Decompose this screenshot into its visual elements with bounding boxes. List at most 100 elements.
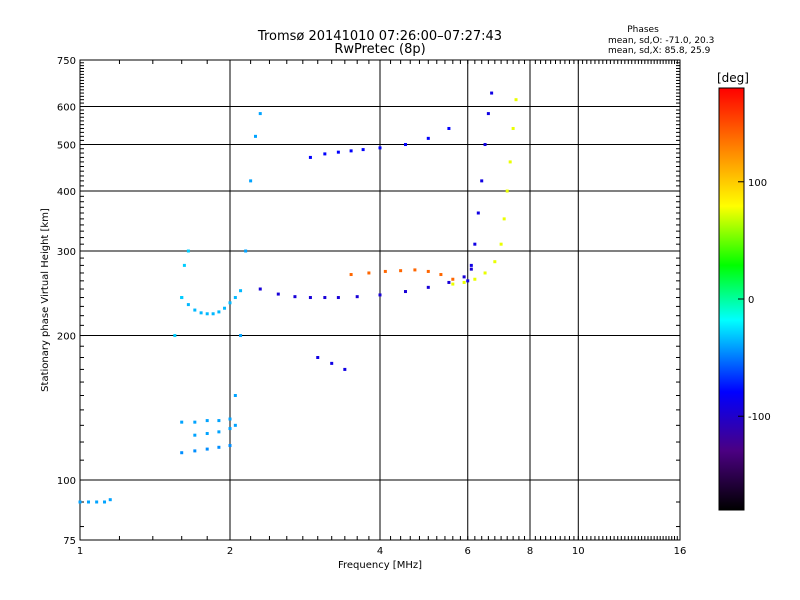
y-tick-label: 600 <box>57 103 76 114</box>
data-point <box>480 179 484 183</box>
data-point <box>86 500 90 504</box>
data-point <box>228 417 232 421</box>
data-point <box>378 293 382 297</box>
y-tick-label: 500 <box>57 141 76 152</box>
data-point <box>323 296 327 300</box>
y-axis-label: Stationary phase Virtual Height [km] <box>40 208 51 392</box>
data-point <box>499 242 503 246</box>
y-tick-labels: 75 100 200 300 400 500 600 750 <box>57 56 76 547</box>
data-point <box>95 500 99 504</box>
y-tick-label: 300 <box>57 247 76 258</box>
chart-subtitle: RwPretec (8p) <box>334 42 425 57</box>
y-tick-label: 750 <box>57 56 76 67</box>
data-point <box>486 112 490 116</box>
data-point <box>253 134 257 138</box>
x-tick-label: 6 <box>465 546 471 557</box>
data-point <box>403 290 407 294</box>
x-tick-label: 1 <box>77 546 83 557</box>
data-points <box>78 91 518 504</box>
data-point <box>462 275 466 279</box>
colorbar-ticks: 100 0 -100 <box>738 178 771 423</box>
minor-ticks <box>80 60 681 540</box>
data-point <box>239 334 243 338</box>
data-point <box>336 296 340 300</box>
x-tick-label: 10 <box>572 546 585 557</box>
data-point <box>78 500 82 504</box>
data-point <box>244 249 248 253</box>
data-point <box>249 179 253 183</box>
stats-heading: Phases <box>627 25 659 35</box>
data-point <box>276 292 280 296</box>
data-point <box>426 285 430 289</box>
colorbar-tick-label: 100 <box>748 178 767 189</box>
data-point <box>308 296 312 300</box>
data-point <box>228 444 232 448</box>
stats-line-x: mean, sd,X: 85.8, 25.9 <box>608 46 711 56</box>
data-point <box>508 160 512 164</box>
data-point <box>193 433 197 437</box>
data-point <box>502 217 506 221</box>
x-tick-label: 8 <box>527 546 533 557</box>
data-point <box>476 211 480 215</box>
data-point <box>223 306 227 310</box>
grid-lines <box>80 60 680 540</box>
data-point <box>451 277 455 281</box>
data-point <box>205 432 209 436</box>
stats-line-o: mean, sd,O: -71.0, 20.3 <box>608 36 714 46</box>
colorbar-tick-label: -100 <box>748 412 771 423</box>
data-point <box>403 143 407 147</box>
data-point <box>205 312 209 316</box>
data-point <box>349 273 353 277</box>
data-point <box>233 296 237 300</box>
y-tick-label: 75 <box>63 536 76 547</box>
data-point <box>186 303 190 307</box>
data-point <box>447 126 451 130</box>
data-point <box>462 280 466 284</box>
x-tick-label: 16 <box>674 546 687 557</box>
data-point <box>233 394 237 398</box>
data-point <box>316 355 320 359</box>
data-point <box>217 310 221 314</box>
data-point <box>180 296 184 300</box>
data-point <box>205 419 209 423</box>
data-point <box>383 269 387 273</box>
chart-title: Tromsø 20141010 07:26:00–07:27:43 <box>257 29 502 44</box>
data-point <box>511 126 515 130</box>
data-point <box>466 279 470 283</box>
data-point <box>349 149 353 153</box>
data-point <box>173 334 177 338</box>
data-point <box>217 445 221 449</box>
data-point <box>355 295 359 299</box>
data-point <box>186 249 190 253</box>
data-point <box>343 367 347 371</box>
data-point <box>217 430 221 434</box>
data-point <box>308 155 312 159</box>
data-point <box>108 498 112 502</box>
data-point <box>490 91 494 95</box>
x-axis-label: Frequency [MHz] <box>338 560 422 571</box>
data-point <box>205 447 209 451</box>
data-point <box>182 263 186 267</box>
data-point <box>199 311 203 315</box>
data-point <box>367 271 371 275</box>
data-point <box>514 98 518 102</box>
data-point <box>180 451 184 455</box>
data-point <box>447 280 451 284</box>
data-point <box>293 295 297 299</box>
data-point <box>378 146 382 150</box>
data-point <box>426 269 430 273</box>
data-point <box>483 143 487 147</box>
data-point <box>228 427 232 431</box>
data-point <box>330 361 334 365</box>
colorbar-label: [deg] <box>717 71 749 85</box>
data-point <box>439 273 443 277</box>
data-point <box>399 269 403 273</box>
data-point <box>505 189 509 193</box>
data-point <box>239 289 243 293</box>
data-point <box>413 268 417 272</box>
x-tick-label: 2 <box>227 546 233 557</box>
y-tick-label: 100 <box>57 476 76 487</box>
data-point <box>193 420 197 424</box>
data-point <box>228 301 232 305</box>
